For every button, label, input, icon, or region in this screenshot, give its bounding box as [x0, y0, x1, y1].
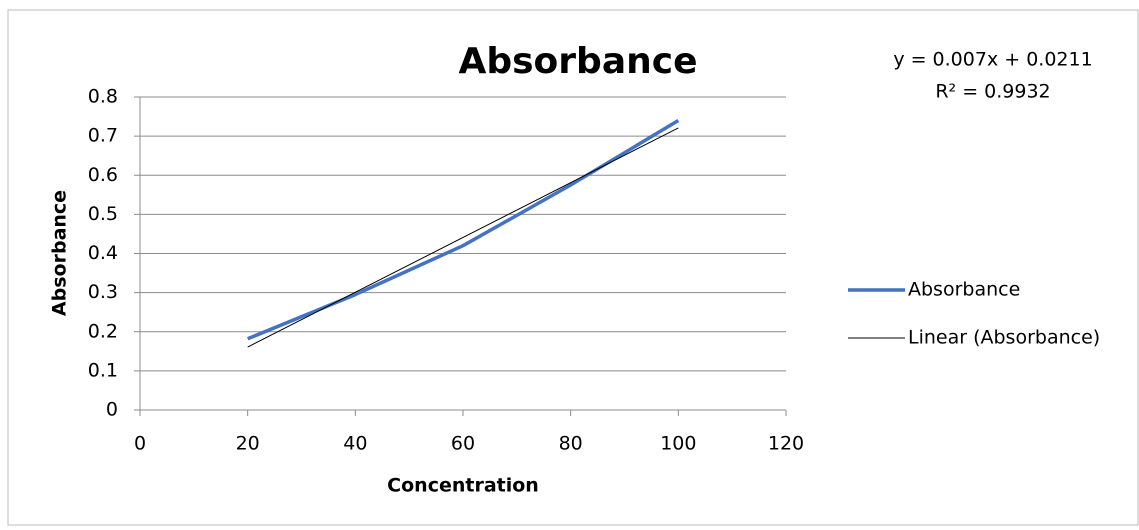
x-tick-label: 0: [134, 433, 146, 455]
y-tick-label: 0.1: [88, 359, 118, 381]
series-line: [247, 127, 679, 348]
y-tick-label: 0: [106, 399, 118, 421]
legend-label: Linear (Absorbance): [908, 327, 1100, 349]
x-axis-label: Concentration: [387, 475, 539, 497]
series-line: [247, 118, 680, 341]
y-tick-label: 0.5: [88, 203, 118, 225]
y-tick-label: 0.7: [88, 125, 118, 147]
x-tick-label: 20: [236, 433, 260, 455]
r-squared-annotation: R² = 0.9932: [935, 81, 1050, 103]
equation-annotation: y = 0.007x + 0.0211: [893, 49, 1092, 71]
y-tick-label: 0.8: [88, 86, 118, 108]
x-tick-label: 60: [451, 433, 475, 455]
x-tick-label: 100: [660, 433, 696, 455]
y-tick-label: 0.3: [88, 281, 118, 303]
x-tick-label: 80: [559, 433, 583, 455]
legend-label: Absorbance: [908, 279, 1020, 301]
x-tick-label: 120: [768, 433, 804, 455]
chart-frame: [7, 9, 1139, 526]
y-tick-label: 0.6: [88, 164, 118, 186]
y-axis-label: Absorbance: [49, 190, 71, 316]
y-tick-label: 0.4: [88, 242, 118, 264]
chart-title: Absorbance: [459, 41, 698, 82]
x-tick-label: 40: [343, 433, 367, 455]
y-tick-label: 0.2: [88, 320, 118, 342]
